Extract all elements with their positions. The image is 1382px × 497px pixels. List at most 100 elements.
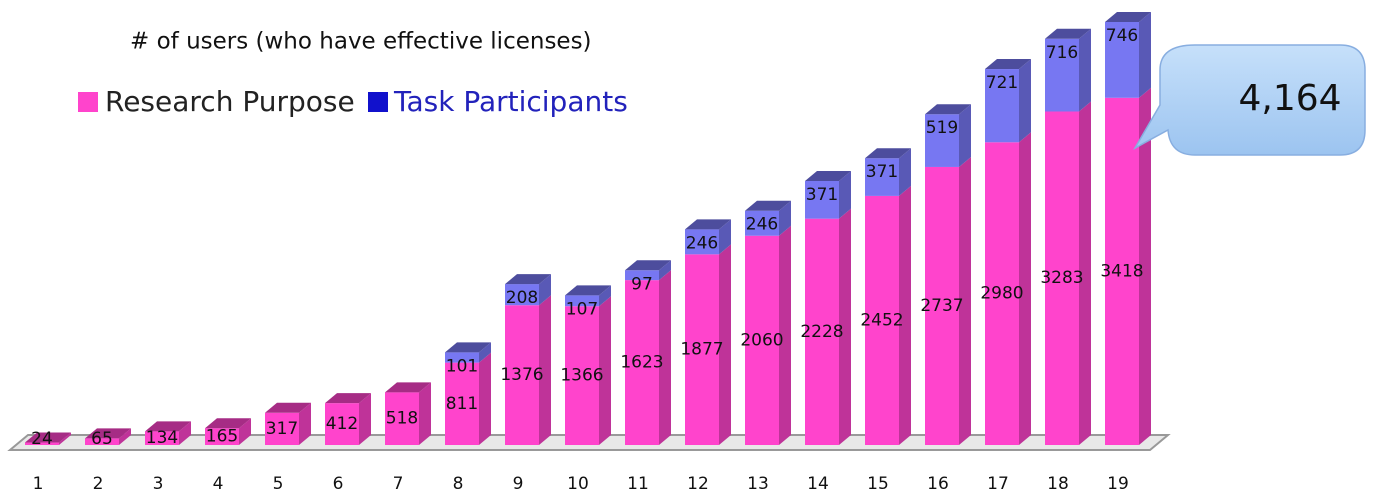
bar-segment xyxy=(1045,38,1079,112)
bar-segment xyxy=(985,69,1019,143)
bar-side xyxy=(779,200,791,236)
bar-side xyxy=(899,185,911,445)
data-label: 317 xyxy=(266,419,298,439)
x-tick-label: 1 xyxy=(33,474,44,494)
bar-segment xyxy=(1105,22,1139,98)
x-tick-label: 9 xyxy=(513,474,524,494)
data-label: 371 xyxy=(866,162,898,182)
data-label: 746 xyxy=(1106,26,1138,46)
bar-side xyxy=(179,421,191,445)
bar-side xyxy=(419,382,431,445)
bar-side xyxy=(359,393,371,445)
x-tick-label: 5 xyxy=(273,474,284,494)
bar-segment xyxy=(445,362,479,445)
data-label: 165 xyxy=(206,427,238,447)
bar-side xyxy=(839,170,851,219)
annotation: 4,164 xyxy=(1238,78,1341,119)
bar-top xyxy=(865,148,911,159)
bar-segment xyxy=(745,210,779,236)
data-label: 3418 xyxy=(1100,261,1143,281)
bar-side xyxy=(719,219,731,255)
bar-segment xyxy=(805,218,839,445)
data-label: 246 xyxy=(686,233,718,253)
bar-segment xyxy=(25,442,59,445)
data-label: 716 xyxy=(1046,43,1078,63)
bar-segment xyxy=(745,235,779,445)
bar-segment xyxy=(685,254,719,445)
bar-top xyxy=(565,285,611,296)
data-label: 65 xyxy=(91,429,113,449)
data-label: 721 xyxy=(986,73,1018,93)
data-label: 208 xyxy=(506,288,538,308)
bar-top xyxy=(745,200,791,211)
bar-side xyxy=(599,285,611,307)
bar-side xyxy=(479,342,491,363)
bar-segment xyxy=(385,392,419,445)
x-tick-label: 10 xyxy=(567,474,589,494)
x-tick-label: 16 xyxy=(927,474,949,494)
bar-segment xyxy=(145,431,179,445)
x-tick-label: 7 xyxy=(393,474,404,494)
data-label: 371 xyxy=(806,185,838,205)
data-label: 101 xyxy=(446,356,478,376)
x-tick-label: 3 xyxy=(153,474,164,494)
bar-side xyxy=(119,428,131,445)
bar-top xyxy=(1045,28,1091,39)
bar-top xyxy=(265,402,311,413)
bar-segment xyxy=(685,229,719,255)
data-label: 1877 xyxy=(680,340,723,360)
bar-side xyxy=(1079,28,1091,112)
bar-side xyxy=(959,156,971,445)
bar-side xyxy=(599,296,611,445)
legend-swatch xyxy=(368,92,388,112)
x-tick-label: 15 xyxy=(867,474,889,494)
bar-side xyxy=(659,260,671,281)
data-label: 134 xyxy=(146,428,178,448)
bar-top xyxy=(325,393,371,404)
x-tick-label: 14 xyxy=(807,474,829,494)
legend-label: Research Purpose xyxy=(105,85,355,118)
bar-side xyxy=(1079,101,1091,445)
data-label: 519 xyxy=(926,118,958,138)
bar-side xyxy=(1139,87,1151,446)
bar-side xyxy=(59,432,71,445)
bar-top xyxy=(685,219,731,230)
bar-side xyxy=(239,418,251,445)
data-label: 1376 xyxy=(500,365,543,385)
callout xyxy=(1133,44,1366,156)
bar-top xyxy=(505,274,551,285)
x-tick-label: 8 xyxy=(453,474,464,494)
bar-segment xyxy=(85,438,119,445)
bar-side xyxy=(659,270,671,445)
bar-segment xyxy=(925,166,959,445)
bar-top xyxy=(925,104,971,115)
bar-segment xyxy=(865,195,899,445)
bar-top xyxy=(25,432,71,443)
data-label: 3283 xyxy=(1040,268,1083,288)
bar-side xyxy=(1019,59,1031,143)
data-label: 2060 xyxy=(740,330,783,350)
x-tick-label: 11 xyxy=(627,474,649,494)
bar-top xyxy=(85,428,131,439)
chart-title: # of users (who have effective licenses) xyxy=(130,29,592,55)
data-label: 2737 xyxy=(920,296,963,316)
x-tick-label: 6 xyxy=(333,474,344,494)
data-label: 24 xyxy=(31,429,53,449)
data-label: 518 xyxy=(386,409,418,429)
bar-segment xyxy=(1105,97,1139,446)
bar-segment xyxy=(625,280,659,445)
x-tick-label: 18 xyxy=(1047,474,1069,494)
bar-side xyxy=(1139,12,1151,98)
bar-top xyxy=(385,382,431,393)
data-label: 412 xyxy=(326,414,358,434)
bar-side xyxy=(1019,132,1031,445)
data-label: 1366 xyxy=(560,366,603,386)
bar-segment xyxy=(505,305,539,445)
bar-side xyxy=(299,402,311,445)
bar-segment xyxy=(565,295,599,307)
legend-swatch xyxy=(78,92,98,112)
legend-label: Task Participants xyxy=(393,85,628,118)
bar-side xyxy=(839,208,851,445)
bar-side xyxy=(539,295,551,445)
bar-top xyxy=(985,59,1031,70)
